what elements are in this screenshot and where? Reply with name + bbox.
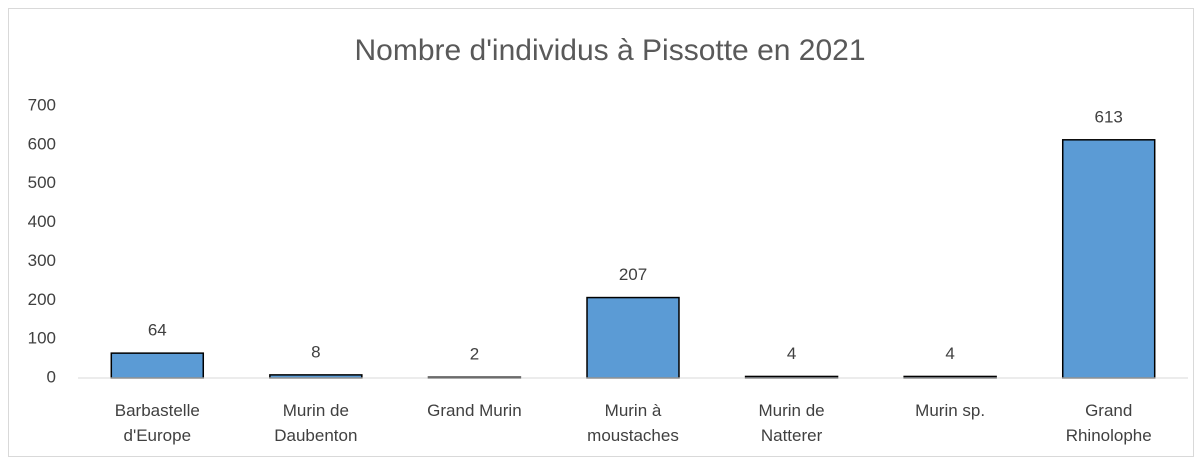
y-tick-label: 300	[28, 251, 56, 270]
data-label: 2	[470, 345, 479, 364]
x-tick-label: Murin de Natterer	[758, 401, 825, 445]
y-tick-label: 700	[28, 95, 56, 114]
x-tick-label: Murin de Daubenton	[274, 401, 358, 445]
x-tick-label: Murin sp.	[915, 401, 986, 420]
y-tick-label: 0	[47, 367, 56, 386]
bar	[110, 352, 205, 379]
chart-title: Nombre d'individus à Pissotte en 2021	[354, 34, 865, 67]
data-label: 4	[945, 344, 954, 363]
y-tick-label: 600	[28, 134, 56, 153]
y-tick-label: 500	[28, 173, 56, 192]
x-tick-label: Barbastelle d'Europe	[114, 401, 200, 445]
data-label: 613	[1095, 107, 1123, 126]
y-tick-label: 400	[28, 212, 56, 231]
x-tick-label: Grand Murin	[427, 401, 522, 420]
bar	[1061, 139, 1156, 379]
bar	[586, 296, 680, 379]
y-tick-label: 100	[28, 329, 56, 348]
data-label: 64	[148, 321, 167, 340]
data-label: 207	[619, 265, 647, 284]
data-label: 4	[787, 344, 796, 363]
x-tick-label: Grand Rhinolophe	[1065, 401, 1152, 445]
y-tick-label: 200	[28, 290, 56, 309]
data-label: 8	[311, 342, 320, 361]
x-tick-label: Murin à moustaches	[587, 401, 679, 445]
chart-frame	[8, 8, 1194, 457]
